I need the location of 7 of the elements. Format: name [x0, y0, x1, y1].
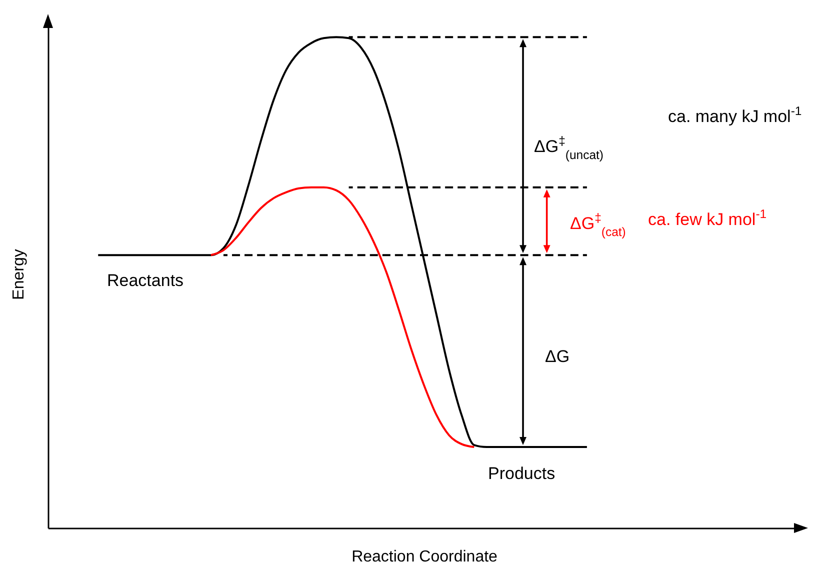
- annotation: ΔG: [545, 347, 570, 366]
- annotation: Products: [488, 464, 556, 483]
- x-axis-title: Reaction Coordinate: [352, 548, 498, 566]
- annotation: Reactants: [107, 271, 184, 290]
- y-axis-title: Energy: [10, 249, 28, 300]
- annotation: ca. many kJ mol$^{-1}$: [668, 104, 802, 126]
- annotation: ca. few kJ mol$^{-1}$: [648, 207, 767, 229]
